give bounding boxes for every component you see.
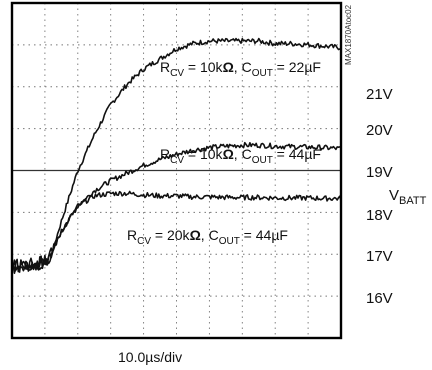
series-trace-1: [11, 37, 342, 273]
figure-code: MAX1870Atoc02: [344, 4, 353, 65]
plot-frame: [10, 1, 343, 340]
series-layer: [11, 37, 342, 274]
series-label-2: RCV = 10kΩ, COUT = 44µF: [160, 146, 321, 166]
series-label-1: RCV = 10kΩ, COUT = 22µF: [160, 59, 321, 79]
series-trace-3: [11, 190, 342, 274]
chart-grid: [12, 3, 341, 338]
y-tick-label: 18V: [366, 207, 393, 224]
x-axis-label: 10.0µs/div: [118, 349, 182, 365]
series-trace-2: [11, 141, 342, 272]
y-tick-label: 20V: [366, 122, 393, 139]
y-axis-label: VBATT: [389, 187, 427, 207]
series-label-3: RCV = 20kΩ, COUT = 44µF: [127, 227, 288, 247]
y-tick-label: 21V: [366, 86, 393, 103]
y-tick-label: 19V: [366, 164, 393, 181]
y-tick-label: 16V: [366, 290, 393, 307]
y-tick-label: 17V: [366, 248, 393, 265]
